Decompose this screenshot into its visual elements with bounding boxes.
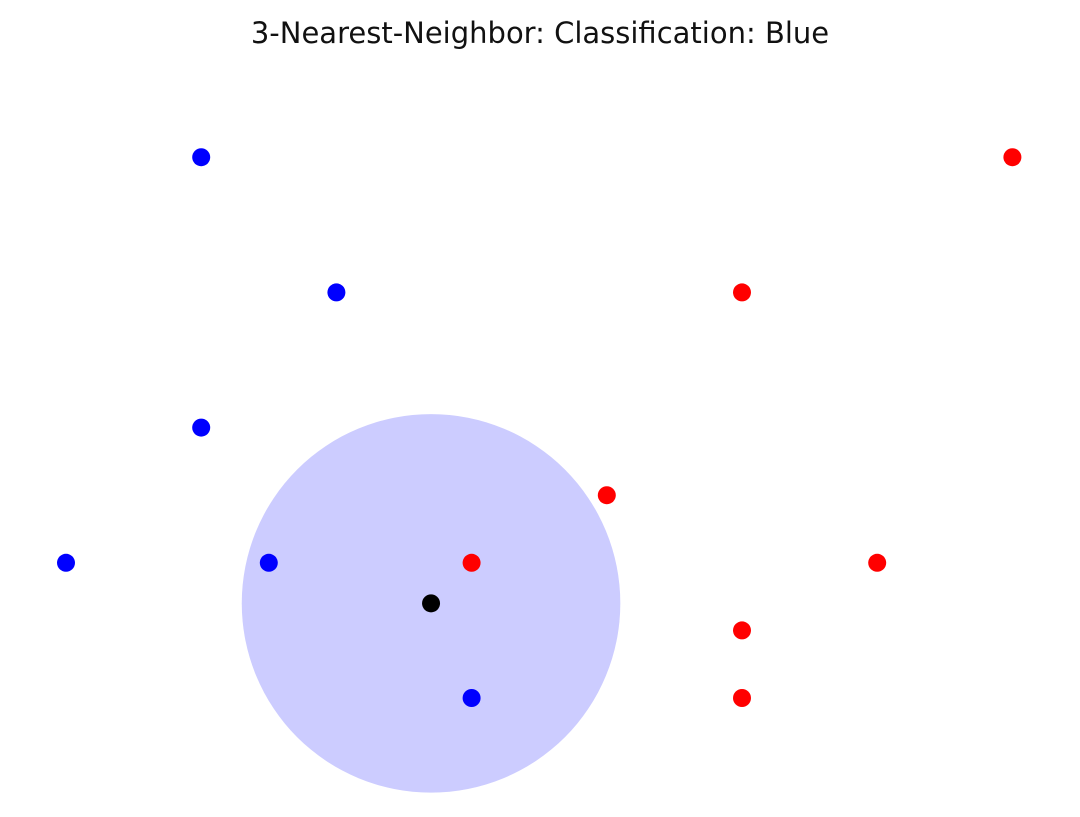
data-point [259, 553, 278, 572]
data-point [327, 283, 346, 302]
data-point [733, 621, 751, 640]
points-layer [57, 148, 1022, 707]
data-point [733, 283, 751, 302]
series-0 [57, 148, 481, 707]
data-point [733, 689, 751, 707]
data-point [1003, 148, 1022, 167]
data-point [192, 148, 211, 167]
chart-title: 3-Nearest-Neighbor: Classification: Blue [250, 16, 830, 50]
data-point [57, 553, 75, 572]
data-point [192, 418, 211, 437]
data-point [597, 486, 616, 505]
query-point [422, 594, 441, 613]
data-point [868, 553, 887, 572]
series-1 [462, 148, 1022, 707]
data-point [462, 553, 481, 572]
data-point [462, 689, 481, 707]
query-layer [422, 594, 441, 613]
